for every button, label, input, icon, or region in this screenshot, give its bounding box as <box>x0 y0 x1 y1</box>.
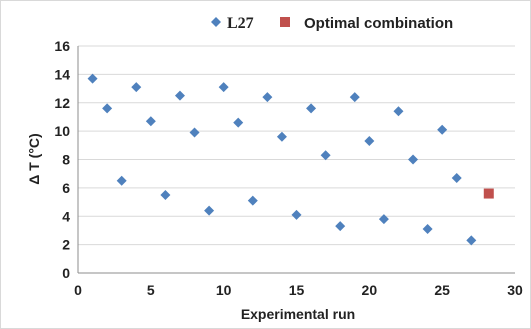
data-point-l27 <box>189 127 200 138</box>
data-point-l27 <box>335 221 346 232</box>
legend-marker-optimal <box>280 17 290 27</box>
x-tick-label: 20 <box>362 282 378 298</box>
data-point-l27 <box>116 175 127 186</box>
y-tick-label: 0 <box>62 265 70 281</box>
data-point-l27 <box>320 150 331 161</box>
legend-label-optimal: Optimal combination <box>304 15 453 32</box>
data-point-optimal <box>483 188 494 199</box>
x-tick-label: 15 <box>289 282 305 298</box>
x-tick-label: 0 <box>74 282 82 298</box>
data-point-l27 <box>276 131 287 142</box>
data-point-l27 <box>174 90 185 101</box>
x-tick-label: 30 <box>507 282 523 298</box>
data-point-l27 <box>262 92 273 103</box>
legend-label-l27: L27 <box>227 15 254 32</box>
data-point-l27 <box>145 116 156 127</box>
data-point-l27 <box>422 224 433 235</box>
y-tick-label: 16 <box>54 38 70 54</box>
y-tick-label: 2 <box>62 237 70 253</box>
data-point-l27 <box>87 73 98 84</box>
data-point-l27 <box>349 92 360 103</box>
data-point-l27 <box>218 82 229 93</box>
y-tick-label: 6 <box>62 180 70 196</box>
y-tick-label: 12 <box>54 95 70 111</box>
data-point-l27 <box>408 154 419 165</box>
y-tick-label: 14 <box>54 66 70 82</box>
data-point-l27 <box>378 214 389 225</box>
data-point-l27 <box>306 103 317 114</box>
y-axis-title: Δ T (°C) <box>26 133 42 184</box>
data-point-l27 <box>437 124 448 135</box>
data-point-l27 <box>131 82 142 93</box>
legend-marker-l27 <box>211 17 221 27</box>
data-point-l27 <box>451 172 462 183</box>
data-point-l27 <box>204 205 215 216</box>
x-tick-label: 10 <box>216 282 232 298</box>
y-tick-label: 10 <box>54 123 70 139</box>
x-axis-title: Experimental run <box>241 306 355 322</box>
data-point-l27 <box>233 117 244 128</box>
x-tick-labels: 0 5 10 15 20 25 30 <box>74 282 523 298</box>
data-point-l27 <box>393 106 404 117</box>
data-point-l27 <box>291 209 302 220</box>
data-point-l27 <box>364 136 375 147</box>
axes <box>77 46 515 274</box>
data-point-l27 <box>160 189 171 200</box>
y-tick-label: 8 <box>62 152 70 168</box>
data-point-l27 <box>247 195 258 206</box>
x-tick-label: 25 <box>434 282 450 298</box>
legend: L27 Optimal combination <box>211 15 453 32</box>
y-tick-label: 4 <box>62 208 70 224</box>
y-tick-labels: 0 2 4 6 8 10 12 14 16 <box>54 38 70 281</box>
data-points <box>87 73 494 246</box>
x-tick-label: 5 <box>147 282 155 298</box>
data-point-l27 <box>466 235 477 246</box>
data-point-l27 <box>102 103 113 114</box>
gridlines <box>78 45 515 246</box>
